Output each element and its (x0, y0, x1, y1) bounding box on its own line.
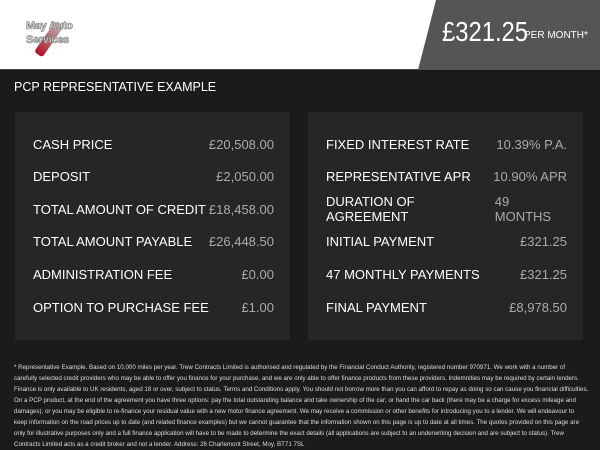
header: May Auto Services £321.25 PER MONTH* (0, 0, 600, 70)
row-value: £2,050.00 (216, 168, 274, 184)
finance-row: TOTAL AMOUNT OF CREDIT £18,458.00 (33, 199, 274, 219)
row-value: £321.25 (520, 233, 567, 249)
row-value: £8,978.50 (509, 299, 567, 315)
row-label: TOTAL AMOUNT OF CREDIT (33, 201, 206, 217)
finance-row: ADMINISTRATION FEE £0.00 (33, 264, 274, 284)
row-label: DURATION OF AGREEMENT (326, 194, 415, 224)
finance-row: FINAL PAYMENT £8,978.50 (326, 297, 567, 317)
logo[interactable]: May Auto Services (22, 14, 90, 58)
row-label: OPTION TO PURCHASE FEE (33, 299, 209, 315)
logo-line-2: Services (26, 34, 70, 47)
row-value: £0.00 (241, 266, 274, 282)
monthly-price-box: £321.25 PER MONTH* (418, 0, 600, 70)
finance-row: FIXED INTEREST RATE 10.39% P.A. (326, 134, 567, 154)
row-label: FIXED INTEREST RATE (326, 136, 470, 152)
row-value: £1.00 (241, 299, 274, 315)
per-month-label: PER MONTH* (524, 30, 588, 41)
row-value: 10.39% P.A. (496, 136, 567, 152)
row-label: DEPOSIT (33, 168, 91, 184)
finance-row: OPTION TO PURCHASE FEE £1.00 (33, 297, 274, 317)
finance-row: DURATION OF AGREEMENT 49 MONTHS (326, 194, 567, 224)
finance-panel-right: FIXED INTEREST RATE 10.39% P.A. REPRESENT… (308, 112, 583, 340)
row-label: TOTAL AMOUNT PAYABLE (33, 233, 193, 249)
row-value: 10.90% APR (493, 168, 567, 184)
monthly-price: £321.25 (442, 16, 529, 47)
finance-row: TOTAL AMOUNT PAYABLE £26,448.50 (33, 231, 274, 251)
page-title: PCP REPRESENTATIVE EXAMPLE (14, 80, 217, 94)
disclaimer-text: * Representative Example. Based on 10,00… (14, 364, 589, 448)
row-value: £20,508.00 (208, 136, 274, 152)
logo-line-1: May Auto (26, 20, 74, 33)
row-value: 49 MONTHS (494, 194, 552, 224)
finance-row: REPRESENTATIVE APR 10.90% APR (326, 166, 567, 186)
finance-row: DEPOSIT £2,050.00 (33, 166, 274, 186)
row-value: £18,458.00 (208, 201, 274, 217)
row-label: REPRESENTATIVE APR (326, 168, 471, 184)
row-label: ADMINISTRATION FEE (33, 266, 173, 282)
finance-panel-left: CASH PRICE £20,508.00 DEPOSIT £2,050.00 TO… (15, 112, 290, 340)
row-value: £321.25 (520, 266, 567, 282)
row-value: £26,448.50 (208, 233, 274, 249)
finance-row: INITIAL PAYMENT £321.25 (326, 231, 567, 251)
row-label: FINAL PAYMENT (326, 299, 427, 315)
finance-row: CASH PRICE £20,508.00 (33, 134, 274, 154)
row-label: 47 MONTHLY PAYMENTS (326, 266, 480, 282)
row-label: CASH PRICE (33, 136, 113, 152)
row-label: INITIAL PAYMENT (326, 233, 435, 249)
finance-row: 47 MONTHLY PAYMENTS £321.25 (326, 264, 567, 284)
